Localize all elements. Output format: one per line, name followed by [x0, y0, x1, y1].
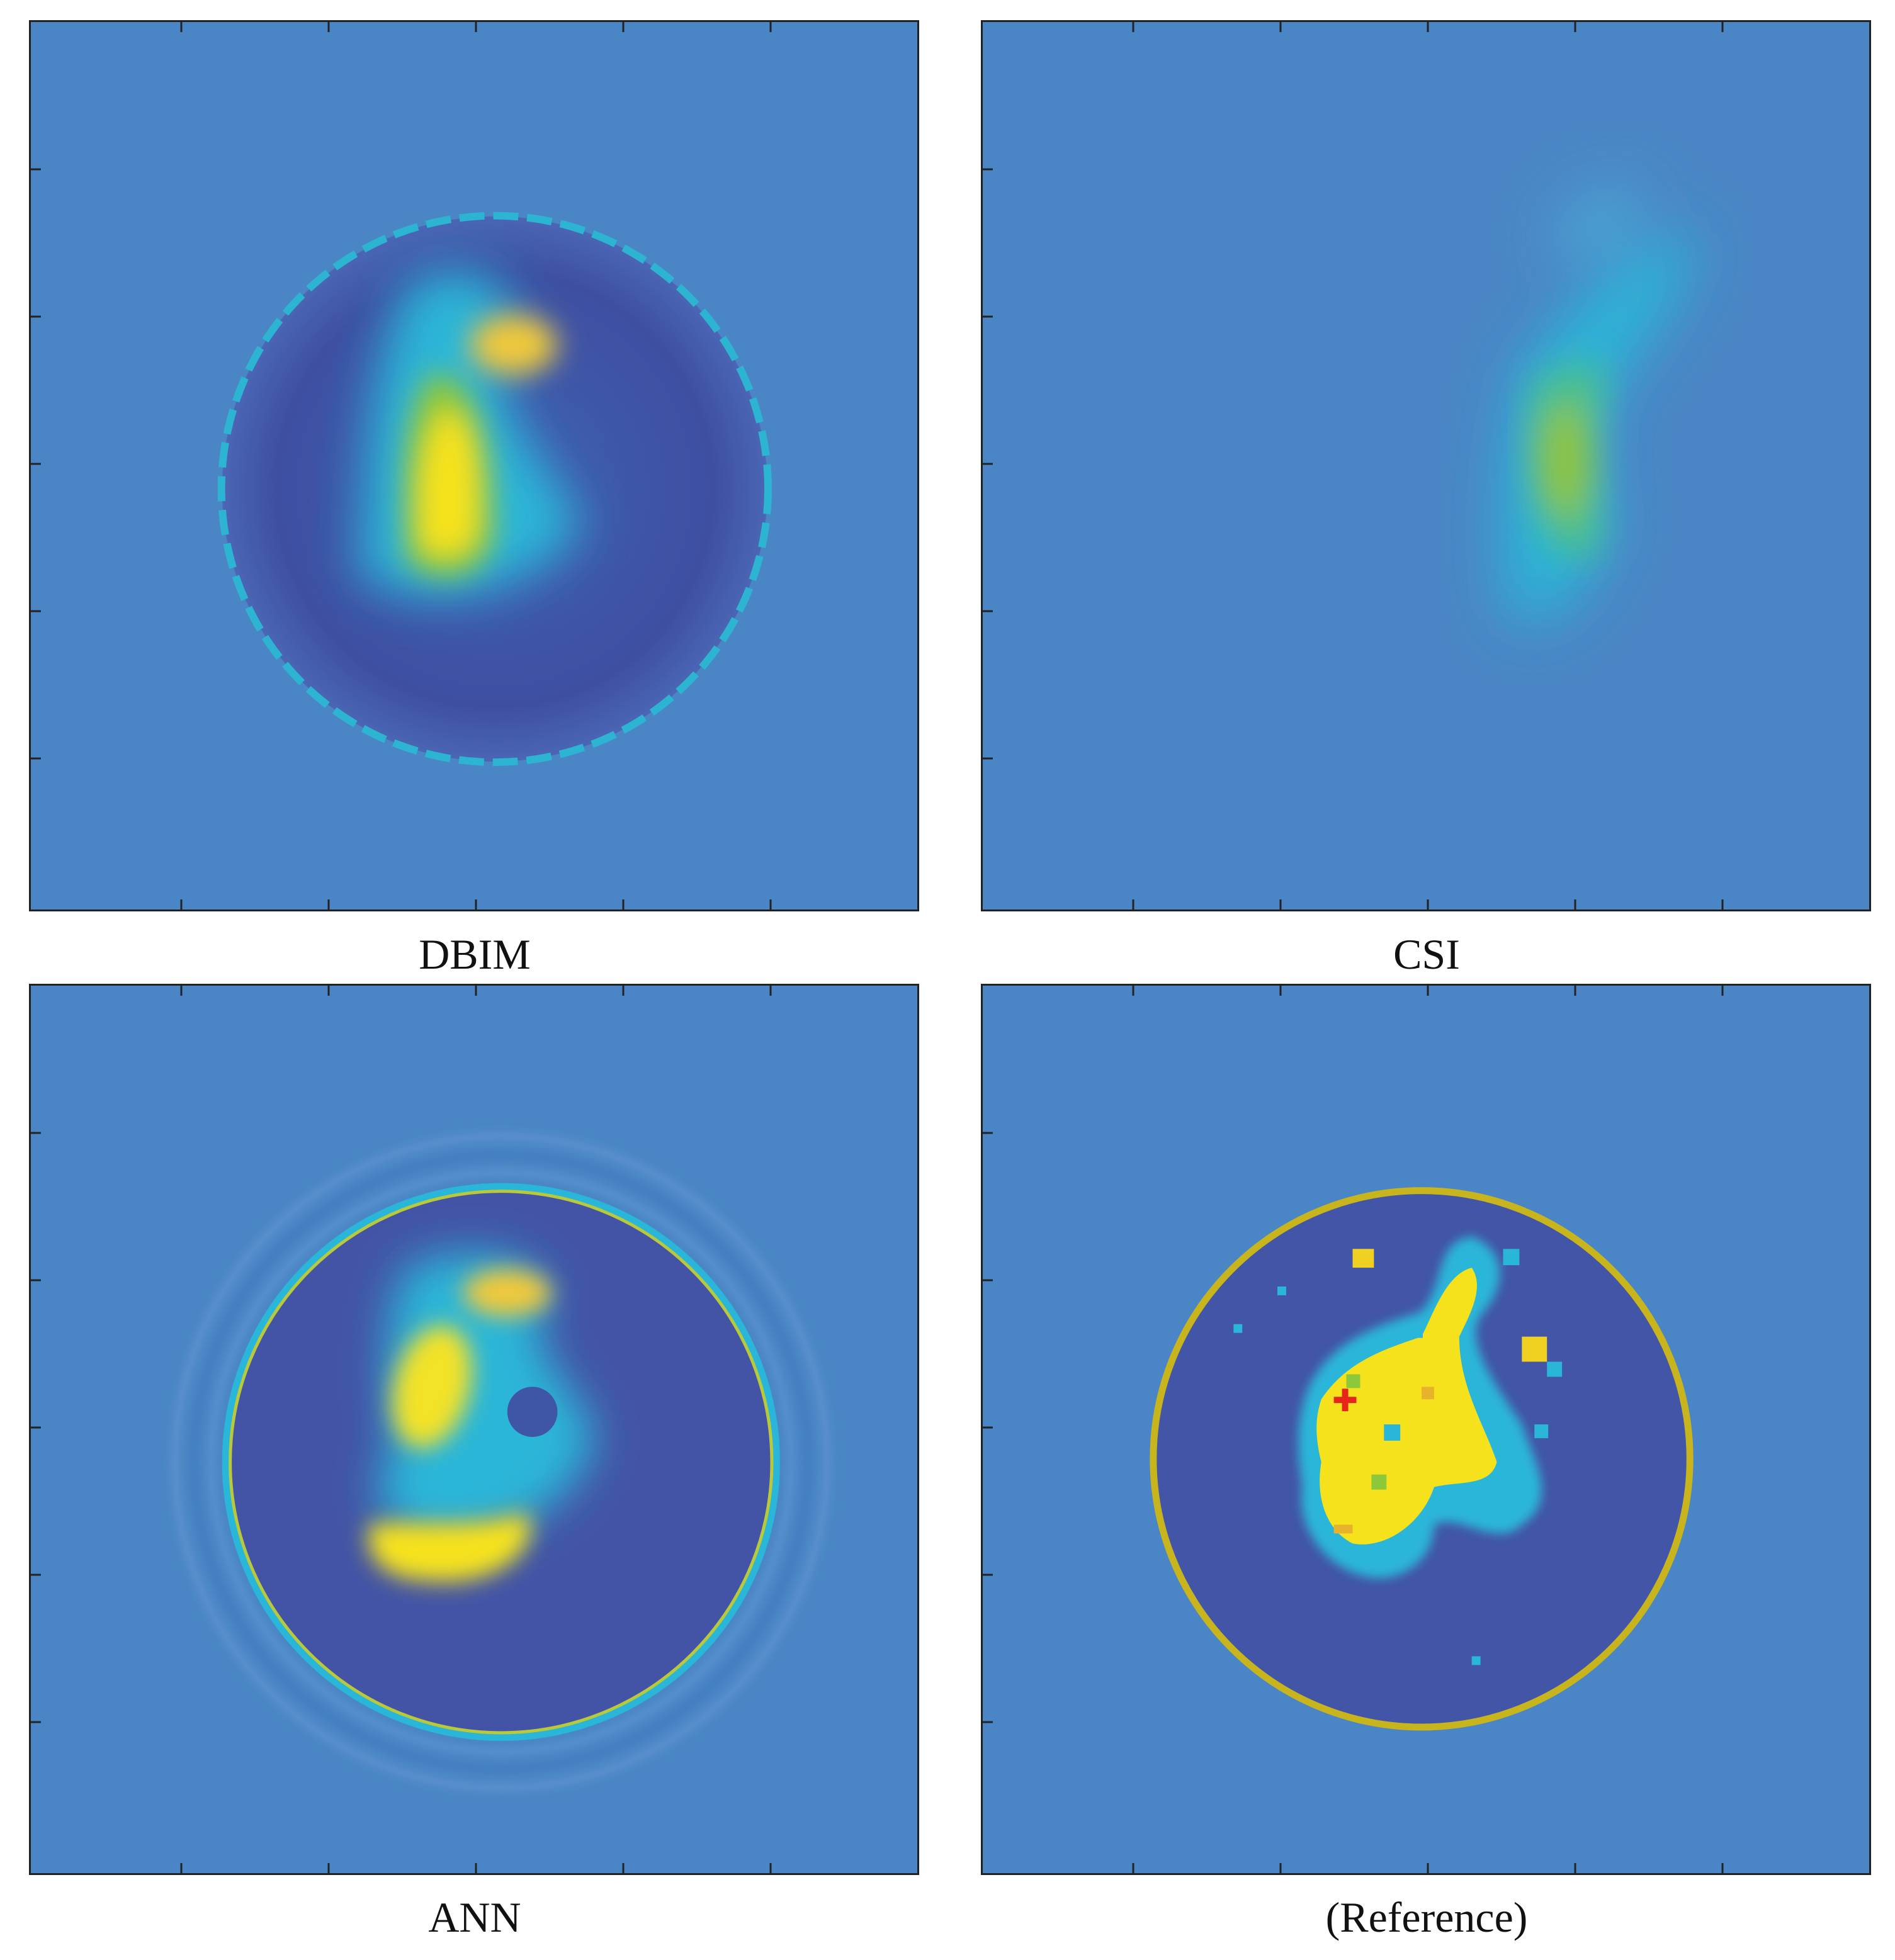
csi-reconstruction	[983, 22, 1869, 910]
fibroglandular-tissue	[1233, 1236, 1563, 1665]
csi-image-panel	[981, 20, 1871, 911]
red-cross-marker-icon	[1333, 1388, 1357, 1412]
reference-caption: (Reference)	[1325, 1893, 1528, 1941]
dbim-reconstruction	[31, 22, 917, 910]
ann-image-panel	[29, 984, 919, 1875]
reference-map	[983, 986, 1869, 1873]
dbim-image-panel	[29, 20, 919, 911]
ann-caption: ANN	[428, 1893, 521, 1941]
dbim-caption: DBIM	[419, 930, 531, 978]
boundary-ring	[217, 211, 772, 766]
ann-hole	[507, 1387, 558, 1437]
reference-image-panel	[981, 984, 1871, 1875]
boundary-ring	[222, 1183, 780, 1741]
csi-caption: CSI	[1393, 930, 1460, 978]
boundary-ring	[1150, 1187, 1694, 1731]
ringing-artifacts	[171, 1132, 832, 1793]
ann-reconstruction	[31, 986, 917, 1873]
ann-hotspot	[378, 1253, 596, 1540]
